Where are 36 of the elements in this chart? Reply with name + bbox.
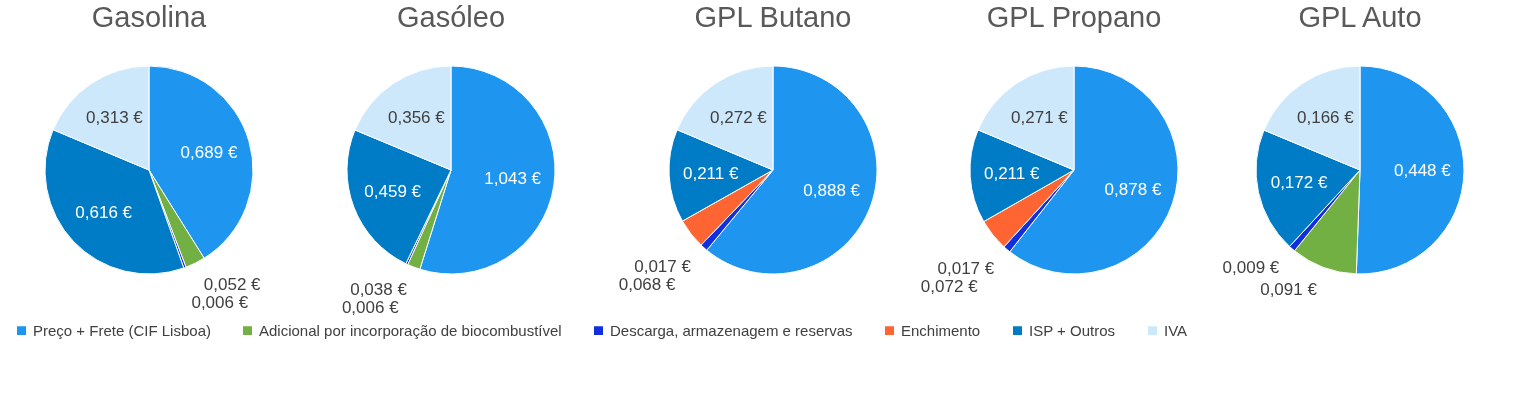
data-label: 0,072 €	[920, 276, 979, 296]
data-label: 0,052 €	[203, 275, 262, 295]
data-label: 0,009 €	[1222, 257, 1280, 277]
data-label: 0,313 €	[86, 108, 144, 128]
data-label: 0,091 €	[1260, 280, 1318, 300]
chart-title: GPL Butano	[694, 1, 852, 33]
data-label: 0,166 €	[1296, 108, 1355, 128]
chart-title: GPL Propano	[986, 1, 1162, 33]
data-label: 0,689 €	[180, 142, 238, 162]
data-label: 0,356 €	[388, 108, 446, 128]
data-label: 0,006 €	[341, 297, 400, 317]
legend-label: Descarga, armazenagem e reservas	[610, 321, 853, 339]
data-label: 1,043 €	[484, 169, 542, 189]
legend-label: IVA	[1164, 321, 1188, 339]
legend-label: Enchimento	[901, 321, 981, 339]
data-label: 0,448 €	[1394, 161, 1452, 181]
data-label: 0,038 €	[350, 279, 408, 299]
data-label: 0,888 €	[803, 181, 861, 201]
data-label: 0,459 €	[364, 182, 422, 202]
data-label: 0,878 €	[1104, 180, 1162, 200]
chart-title: GPL Auto	[1298, 1, 1422, 33]
data-label: 0,172 €	[1270, 173, 1328, 193]
legend-label: ISP + Outros	[1029, 321, 1116, 339]
data-label: 0,006 €	[191, 293, 249, 313]
data-label: 0,211 €	[983, 163, 1040, 183]
data-label: 0,616 €	[75, 202, 133, 222]
data-label: 0,272 €	[710, 108, 768, 128]
data-label: 0,068 €	[618, 274, 676, 294]
data-label: 0,271 €	[1011, 108, 1069, 128]
data-label: 0,211 €	[682, 163, 739, 183]
legend-label: Adicional por incorporação de biocombustível	[259, 321, 562, 339]
legend-label: Preço + Frete (CIF Lisboa)	[33, 321, 211, 339]
chart-title: Gasolina	[91, 1, 208, 33]
data-label: 0,017 €	[634, 256, 692, 276]
data-label: 0,017 €	[937, 258, 995, 278]
chart-title: Gasóleo	[396, 1, 506, 33]
